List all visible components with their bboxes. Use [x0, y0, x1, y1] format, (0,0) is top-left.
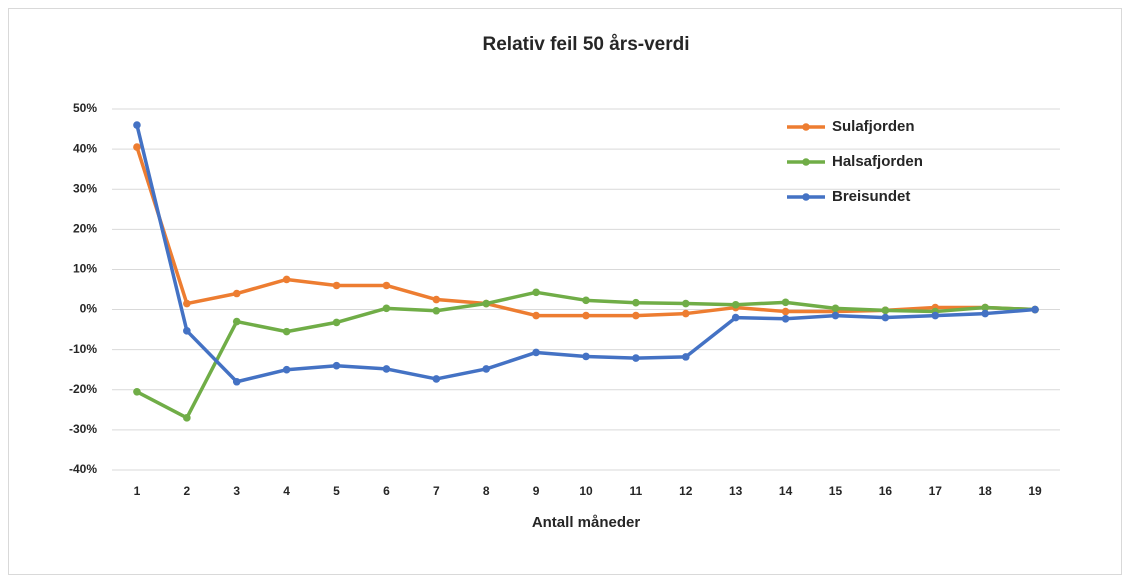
- data-point: [681, 353, 690, 361]
- data-point: [482, 365, 491, 373]
- x-tick-label: 6: [383, 484, 390, 498]
- data-point: [532, 348, 540, 357]
- data-point: [931, 311, 940, 320]
- data-point: [432, 295, 441, 304]
- data-point: [831, 311, 840, 320]
- data-point: [582, 296, 590, 305]
- data-point: [382, 365, 391, 373]
- data-point: [382, 281, 391, 290]
- x-tick-label: 15: [829, 484, 843, 498]
- data-point: [1031, 305, 1039, 314]
- data-point: [781, 314, 790, 323]
- x-tick-label: 16: [879, 484, 893, 498]
- legend-marker: [802, 123, 810, 131]
- data-point: [632, 311, 640, 320]
- data-point: [482, 299, 491, 308]
- chart-border: [8, 8, 1122, 575]
- x-tick-label: 19: [1028, 484, 1042, 498]
- data-point: [632, 354, 640, 362]
- data-point: [183, 299, 191, 308]
- data-point: [582, 352, 590, 361]
- y-tick-label: 40%: [73, 141, 97, 155]
- legend-label: Breisundet: [832, 188, 910, 205]
- data-point: [781, 307, 790, 316]
- data-point: [881, 313, 890, 322]
- y-tick-label: -20%: [69, 382, 97, 396]
- x-tick-label: 18: [978, 484, 992, 498]
- data-point: [831, 304, 840, 313]
- data-point: [981, 309, 989, 318]
- data-point: [133, 121, 141, 129]
- data-point: [681, 299, 690, 308]
- data-point: [282, 275, 291, 284]
- x-tick-label: 1: [134, 484, 141, 498]
- data-point: [981, 303, 989, 312]
- data-point: [282, 327, 291, 336]
- data-point: [133, 143, 141, 151]
- x-axis-label: Antall måneder: [532, 514, 641, 531]
- legend-marker: [802, 193, 810, 201]
- x-tick-label: 5: [333, 484, 340, 498]
- y-tick-label: 30%: [73, 181, 97, 195]
- legend-label: Sulafjorden: [832, 118, 915, 135]
- data-point: [881, 306, 890, 315]
- chart-title: Relativ feil 50 års-verdi: [483, 34, 690, 55]
- data-point: [382, 304, 391, 313]
- legend-label: Halsafjorden: [832, 153, 923, 170]
- data-point: [731, 300, 740, 309]
- y-tick-label: -10%: [69, 342, 97, 356]
- x-tick-label: 17: [929, 484, 943, 498]
- data-point: [532, 311, 540, 320]
- y-tick-label: 10%: [73, 262, 97, 276]
- x-tick-label: 14: [779, 484, 793, 498]
- data-point: [332, 361, 341, 370]
- data-point: [232, 289, 241, 298]
- data-point: [232, 317, 241, 326]
- y-tick-label: -40%: [69, 462, 97, 476]
- data-point: [532, 288, 540, 297]
- x-tick-label: 8: [483, 484, 490, 498]
- y-tick-label: 50%: [73, 101, 97, 115]
- data-point: [432, 306, 441, 315]
- data-point: [582, 311, 590, 320]
- data-point: [781, 298, 790, 307]
- data-point: [632, 298, 640, 307]
- data-point: [232, 377, 241, 386]
- data-point: [183, 414, 191, 422]
- x-tick-label: 7: [433, 484, 440, 498]
- data-point: [332, 281, 341, 290]
- data-point: [183, 327, 191, 335]
- x-tick-label: 12: [679, 484, 693, 498]
- legend-marker: [802, 158, 810, 166]
- data-point: [731, 313, 740, 322]
- x-tick-label: 2: [183, 484, 190, 498]
- x-tick-label: 11: [630, 484, 643, 498]
- data-point: [282, 365, 291, 374]
- data-point: [432, 375, 441, 383]
- y-tick-label: 0%: [80, 302, 98, 316]
- x-tick-label: 13: [729, 484, 743, 498]
- data-point: [133, 387, 141, 396]
- x-tick-label: 3: [233, 484, 240, 498]
- data-point: [332, 318, 341, 327]
- data-point: [681, 309, 690, 318]
- x-tick-label: 9: [533, 484, 540, 498]
- y-tick-label: -30%: [69, 422, 97, 436]
- y-tick-label: 20%: [73, 222, 97, 236]
- x-tick-label: 10: [579, 484, 593, 498]
- x-tick-label: 4: [283, 484, 290, 498]
